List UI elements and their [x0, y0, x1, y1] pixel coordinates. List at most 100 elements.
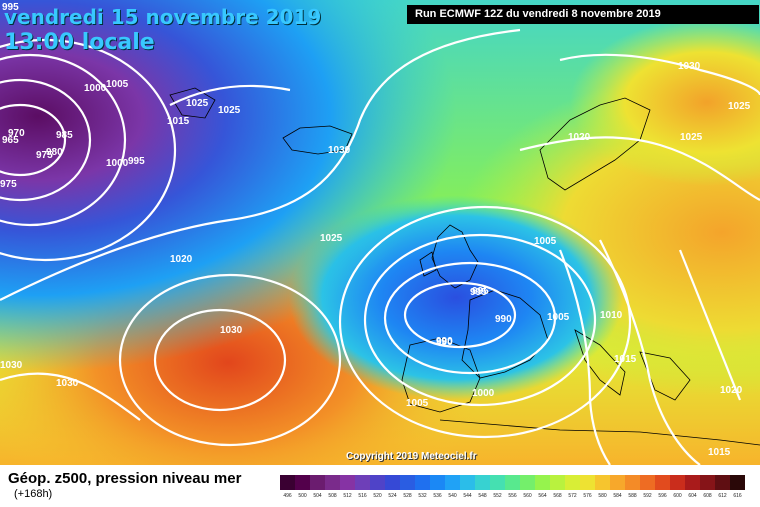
scale-swatch: [520, 475, 535, 490]
scale-label: 612: [718, 493, 727, 499]
legend-subtitle: (+168h): [14, 488, 53, 500]
scale-label: 532: [418, 493, 427, 499]
scale-swatch: [460, 475, 475, 490]
scale-label: 608: [703, 493, 712, 499]
isobar-label: 1010: [600, 310, 623, 321]
isobar-label: 1005: [534, 236, 557, 247]
scale-label: 596: [658, 493, 667, 499]
isobar-label: 1000: [106, 158, 129, 169]
isobar-label: 990: [495, 314, 512, 325]
scale-swatch: [355, 475, 370, 490]
scale-label: 496: [283, 493, 292, 499]
scale-swatch: [670, 475, 685, 490]
legend-title: Géop. z500, pression niveau mer: [8, 470, 242, 487]
isobar-label: 1020: [568, 132, 591, 143]
scale-swatch: [310, 475, 325, 490]
scale-swatch: [685, 475, 700, 490]
scale-swatch: [640, 475, 655, 490]
scale-swatch: [730, 475, 745, 490]
scale-label: 564: [538, 493, 547, 499]
isobar-label: 1005: [406, 398, 429, 409]
scale-label: 556: [508, 493, 517, 499]
isobar-label: 1025: [218, 105, 241, 116]
scale-label: 528: [403, 493, 412, 499]
isobar-label: 1015: [167, 116, 190, 127]
scale-label: 580: [598, 493, 607, 499]
geopotential-map: 995 990 995 1000 1005 970 985 965 975 98…: [0, 0, 760, 465]
forecast-time: 13:00 locale: [4, 30, 155, 55]
scale-label: 568: [553, 493, 562, 499]
scale-swatch: [430, 475, 445, 490]
isobar-label: 980: [46, 147, 63, 158]
scale-swatch: [475, 475, 490, 490]
isobar-label: 1025: [680, 132, 703, 143]
color-scale-labels: 496 500 504 508 512 516 520 524 528 532 536 540 544 5…: [280, 493, 745, 499]
scale-swatch: [295, 475, 310, 490]
isobar-label: 995: [2, 2, 19, 13]
scale-label: 512: [343, 493, 352, 499]
scale-label: 560: [523, 493, 532, 499]
model-run-label: Run ECMWF 12Z du vendredi 8 novembre 201…: [407, 5, 759, 24]
scale-label: 576: [583, 493, 592, 499]
scale-label: 520: [373, 493, 382, 499]
isobar-label: 975: [0, 179, 17, 190]
isobars: [0, 28, 760, 465]
scale-label: 540: [448, 493, 457, 499]
isobar-label: 985: [56, 130, 73, 141]
isobar-label: 970: [8, 128, 25, 139]
scale-swatch: [700, 475, 715, 490]
scale-label: 588: [628, 493, 637, 499]
scale-swatch: [580, 475, 595, 490]
scale-label: 500: [298, 493, 307, 499]
scale-label: 592: [643, 493, 652, 499]
scale-label: 524: [388, 493, 397, 499]
scale-swatch: [565, 475, 580, 490]
isobar-label: 1000: [84, 83, 107, 94]
scale-swatch: [340, 475, 355, 490]
isobar-label: 1030: [328, 145, 351, 156]
scale-swatch: [505, 475, 520, 490]
isobar-label: 1030: [220, 325, 243, 336]
isobar-label: 995: [128, 156, 145, 167]
isobar-label: 1030: [56, 378, 79, 389]
scale-swatch: [280, 475, 295, 490]
isobar-label: 1020: [170, 254, 193, 265]
isobar-label: 995: [472, 286, 489, 297]
coastlines: [169, 87, 760, 446]
scale-label: 616: [733, 493, 742, 499]
color-scale: [280, 475, 745, 490]
scale-label: 504: [313, 493, 322, 499]
scale-swatch: [610, 475, 625, 490]
scale-swatch: [655, 475, 670, 490]
isobar-label: 1025: [728, 101, 751, 112]
isobar-label: 965: [2, 135, 19, 146]
isobar-label: 1030: [0, 360, 23, 371]
scale-swatch: [325, 475, 340, 490]
scale-label: 604: [688, 493, 697, 499]
isobar-label: 1005: [547, 312, 570, 323]
scale-label: 552: [493, 493, 502, 499]
isobar-label: 1015: [614, 354, 637, 365]
isobar-label: 1020: [720, 385, 743, 396]
scale-swatch: [535, 475, 550, 490]
scale-swatch: [595, 475, 610, 490]
scale-label: 536: [433, 493, 442, 499]
scale-swatch: [445, 475, 460, 490]
scale-label: 548: [478, 493, 487, 499]
isobar-label: 1015: [708, 447, 731, 458]
isobar-label: 1000: [472, 388, 495, 399]
copyright-text: Copyright 2019 Meteociel.fr: [346, 451, 477, 462]
scale-swatch: [400, 475, 415, 490]
isobar-labels: 995 990 995 1000 1005 970 985 965 975 98…: [0, 2, 751, 458]
forecast-date: vendredi 15 novembre 2019: [4, 5, 322, 29]
scale-swatch: [490, 475, 505, 490]
isobar-label: 995: [470, 287, 487, 298]
scale-label: 544: [463, 493, 472, 499]
isobar-label: 990: [436, 337, 453, 348]
scale-label: 584: [613, 493, 622, 499]
scale-swatch: [385, 475, 400, 490]
scale-label: 600: [673, 493, 682, 499]
isobar-label: 1005: [106, 79, 129, 90]
scale-label: 572: [568, 493, 577, 499]
